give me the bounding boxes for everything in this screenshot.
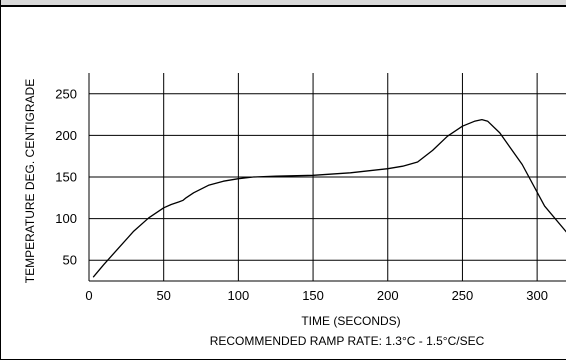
x-tick-label-200: 200 [377,288,399,303]
y-tick-label-250: 250 [55,86,77,101]
y-tick-label-200: 200 [55,128,77,143]
x-tick-label-100: 100 [228,288,250,303]
y-tick-label-150: 150 [55,170,77,185]
temperature-curve-0 [92,118,566,278]
x-tick-label-250: 250 [452,288,474,303]
x-axis-label: TIME (SECONDS) [301,314,400,328]
series-layer [92,118,566,278]
top-header-band [1,0,566,7]
x-tick-label-50: 50 [156,288,170,303]
x-tick-label-300: 300 [526,288,548,303]
x-tick-label-150: 150 [302,288,324,303]
y-tick-label-50: 50 [63,253,77,268]
axis-layer [88,73,566,282]
grid-layer [88,73,566,281]
y-tick-label-100: 100 [55,211,77,226]
x-tick-label-0: 0 [85,288,92,303]
tick-layer: 0 50 100 150 200 250 300 50 100 150 200 250 [55,86,548,303]
ramp-rate-note: RECOMMENDED RAMP RATE: 1.3°C - 1.5°C/SEC [210,334,485,348]
y-axis-label: TEMPERATURE DEG. CENTIGRADE [23,79,37,283]
